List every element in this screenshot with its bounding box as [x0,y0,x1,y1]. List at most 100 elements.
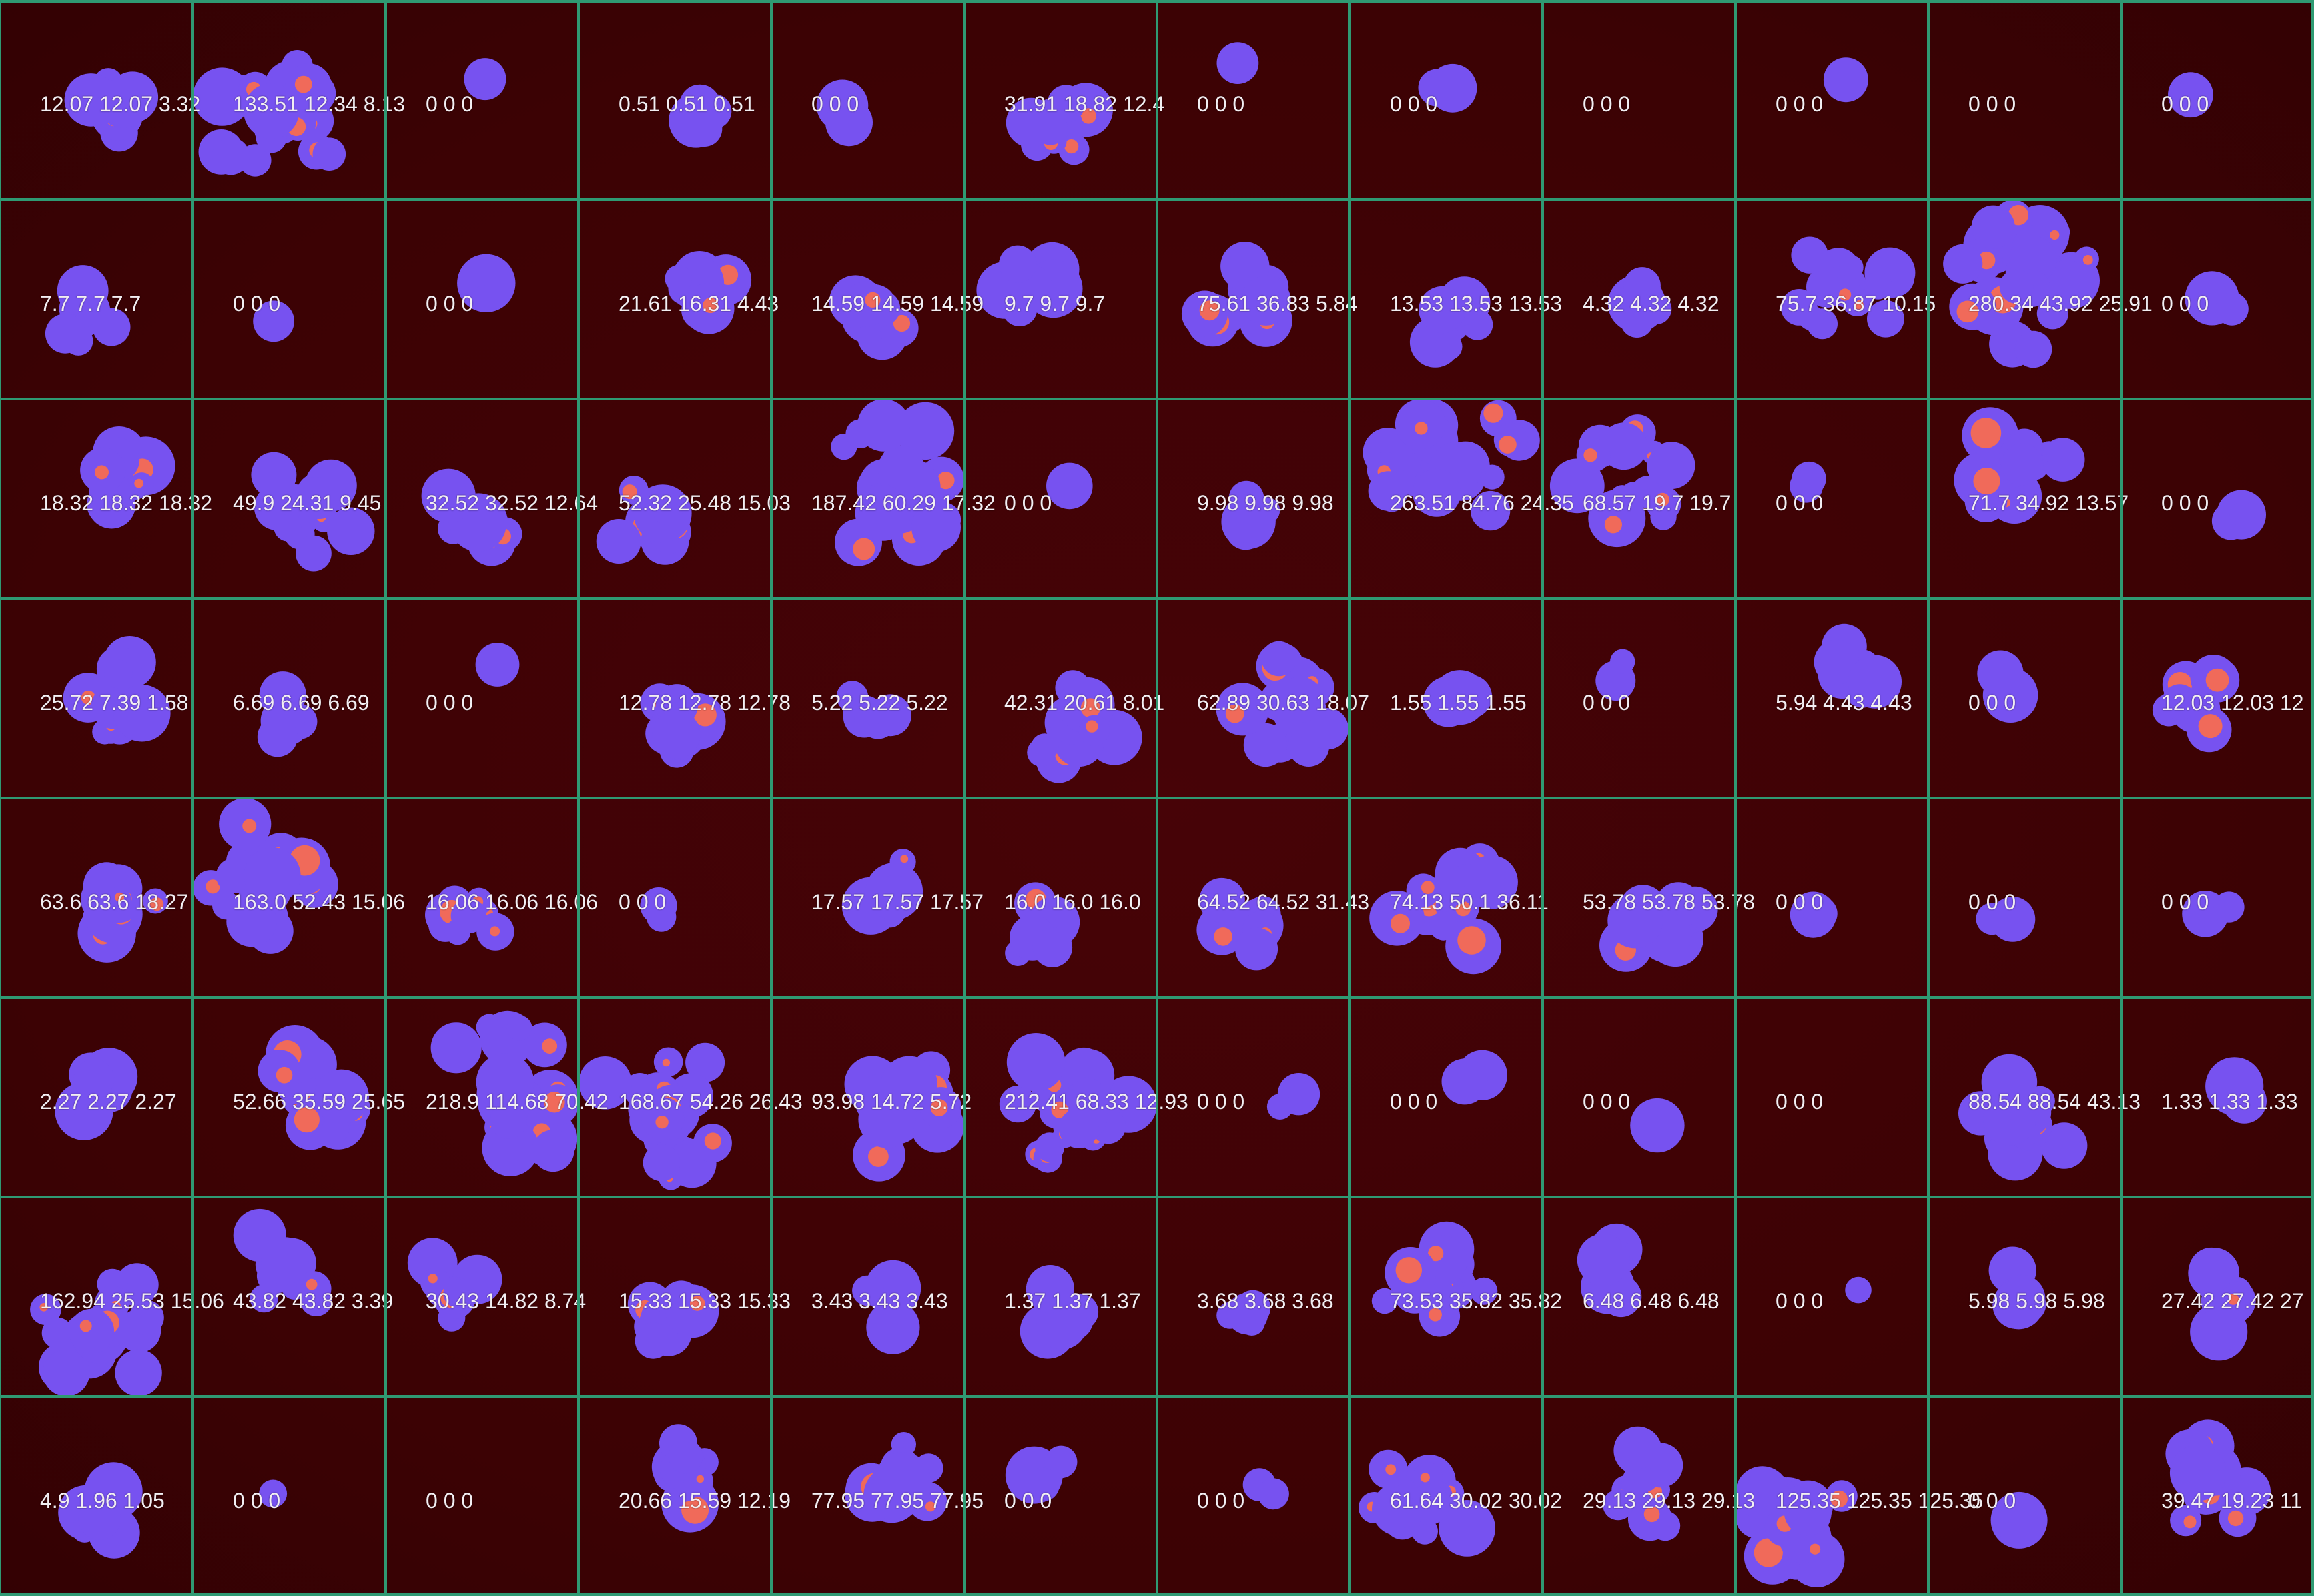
colony [1633,1467,1658,1492]
colony [78,1497,121,1540]
well-measurement: 0 0 0 [2161,890,2209,914]
colony [1032,927,1073,967]
well-measurement: 0 0 0 [1776,92,1824,116]
colony-cluster [627,1280,719,1359]
colony [1848,655,1902,709]
colony [2036,298,2068,330]
colony [464,58,506,101]
colony-spot [900,855,909,863]
colony-spot [1643,1506,1660,1523]
colony-cluster [45,265,131,356]
colony-spot [134,478,144,488]
well-cell: 0 0 0 [964,1396,1157,1596]
well-measurement: 133.51 12.34 8.13 [233,92,406,116]
well-measurement: 61.64 30.02 30.02 [1390,1489,1563,1513]
colony [312,137,346,171]
colony [1736,1466,1789,1520]
colony-cluster [1216,1290,1271,1336]
well-cell: 168.67 54.26 26.43 [578,998,803,1197]
well-measurement: 163.0 52.43 15.06 [233,890,406,914]
colony [1044,1445,1078,1479]
colony [1793,1527,1829,1563]
colony-cluster [1266,1073,1320,1120]
colony-cluster [1549,414,1695,548]
colony-spot [1854,300,1864,310]
colony [1814,639,1859,685]
colony [1235,927,1278,971]
colony [1790,469,1824,503]
colony [1600,422,1648,470]
well-cell: 29.13 29.13 29.13 [1543,1396,1755,1596]
grid-line-horizontal [0,398,2314,400]
grid-line-horizontal [0,1196,2314,1198]
colony-cluster [258,1025,371,1150]
well-measurement: 0 0 0 [426,1489,474,1513]
colony [1803,896,1838,931]
colony [1791,236,1828,274]
well-cell: 18.32 18.32 18.32 [0,399,212,598]
colony-cluster [1814,623,1902,709]
colony [2213,891,2245,923]
well-measurement: 16.0 16.0 16.0 [1004,890,1141,914]
colony-cluster [976,242,1083,326]
well-measurement: 3.43 3.43 3.43 [811,1289,948,1313]
well-cell: 75.7 36.87 10.15 [1736,200,1936,399]
well-measurement: 29.13 29.13 29.13 [1583,1489,1756,1513]
well-measurement: 53.78 53.78 53.78 [1583,890,1756,914]
colony [1845,1276,1872,1304]
well-cell: 0 0 0 [771,0,964,200]
colony [1046,462,1093,510]
colony-spot [622,484,637,500]
colony [1072,1077,1103,1108]
colony-cluster [464,58,506,101]
well-measurement: 9.7 9.7 9.7 [1004,292,1106,316]
well-cell: 21.61 16.31 4.43 [578,200,779,399]
colony-cluster [80,426,175,529]
colony-cluster [1418,63,1477,113]
well-cell: 15.33 15.33 15.33 [578,1197,791,1396]
well-measurement: 0 0 0 [1197,1489,1245,1513]
well-cell: 0 0 0 [1928,0,2121,200]
well-measurement: 32.52 32.52 12.64 [426,491,599,515]
well-cell: 3.43 3.43 3.43 [771,1197,964,1396]
colony-spot [1428,1246,1444,1262]
well-cell: 5.22 5.22 5.22 [771,598,964,798]
colony-spot [1086,720,1098,733]
well-measurement: 15.33 15.33 15.33 [619,1289,791,1313]
grid-line-horizontal [0,0,2314,3]
well-cell: 17.57 17.57 17.57 [771,798,984,998]
grid-line-horizontal [0,198,2314,201]
colony [1613,1426,1662,1475]
well-cell: 9.7 9.7 9.7 [964,200,1157,399]
colony-cluster [1595,649,1636,701]
grid-line-horizontal [0,597,2314,600]
colony [2040,1122,2088,1169]
colony-spot [1064,139,1079,154]
colony-cluster [578,1042,732,1190]
colony-spot [206,879,220,894]
colony-cluster [651,1424,719,1533]
colony [97,77,148,128]
well-measurement: 18.32 18.32 18.32 [40,491,213,515]
well-measurement: 7.7 7.7 7.7 [40,292,141,316]
colony-cluster [669,84,732,148]
well-cell: 61.64 30.02 30.02 [1350,1396,1562,1596]
colony-cluster [2211,490,2266,540]
colony [825,99,873,147]
well-measurement: 12.07 12.07 3.32 [40,92,201,116]
well-cell: 39.47 19.23 11 [2121,1396,2314,1596]
colony-spot [2082,255,2093,265]
colony [1994,1493,2046,1545]
colony-cluster [1976,897,2036,942]
colony-spot [1604,516,1622,534]
well-cell: 52.32 25.48 15.03 [578,399,791,598]
colony [665,265,693,292]
colony-spot [2205,668,2229,692]
well-measurement: 2.27 2.27 2.27 [40,1090,177,1114]
well-cell: 68.57 19.7 19.7 [1543,399,1736,598]
colony [653,495,683,526]
colony [2229,502,2255,527]
colony-cluster [1630,1098,1685,1153]
well-cell: 0 0 0 [1736,798,1928,998]
